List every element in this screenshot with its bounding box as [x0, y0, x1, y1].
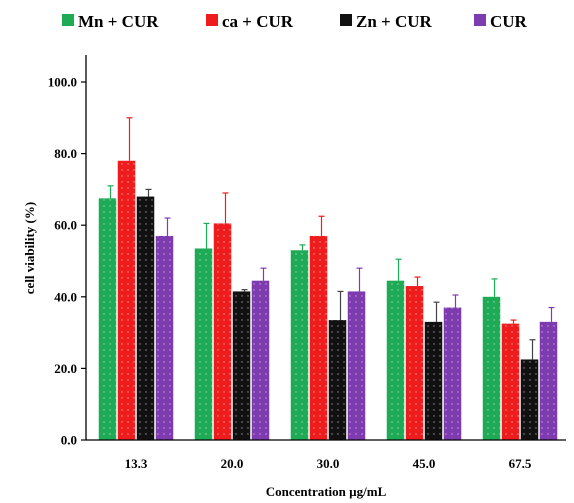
y-axis-title: cell viability (%) — [22, 202, 37, 294]
legend-label-0: Mn + CUR — [78, 12, 159, 31]
legend-label-3: CUR — [490, 12, 528, 31]
legend-label-2: Zn + CUR — [356, 12, 433, 31]
x-tick-label: 45.0 — [413, 456, 436, 471]
y-ticks: 0.0 20.0 40.0 60.0 80.0 100.0 — [48, 75, 86, 448]
bar-texture — [232, 291, 251, 440]
x-tick-label: 13.3 — [125, 456, 148, 471]
bar-texture — [539, 321, 558, 440]
legend-swatch-0 — [62, 14, 74, 26]
legend-swatch-3 — [474, 14, 486, 26]
bar-texture — [482, 296, 501, 440]
bar-texture — [405, 286, 424, 440]
bar-texture — [213, 223, 232, 440]
legend-swatch-2 — [340, 14, 352, 26]
bar-texture — [443, 307, 462, 440]
bar-texture — [520, 359, 539, 440]
bar-texture — [290, 250, 309, 440]
x-tick-label: 30.0 — [317, 456, 340, 471]
bar-texture — [501, 323, 520, 440]
x-tick-label: 67.5 — [509, 456, 532, 471]
bar-texture — [98, 198, 117, 440]
x-tick-label: 20.0 — [221, 456, 244, 471]
axes — [85, 55, 566, 441]
bar-texture — [194, 248, 213, 440]
y-tick-label: 20.0 — [54, 361, 77, 376]
legend-label-1: ca + CUR — [222, 12, 294, 31]
bar-texture — [328, 320, 347, 440]
legend: Mn + CUR ca + CUR Zn + CUR CUR — [62, 12, 528, 31]
x-ticks: 13.3 20.0 30.0 45.0 67.5 — [125, 456, 532, 471]
bar-texture — [117, 160, 136, 440]
bars-group — [98, 117, 558, 440]
bar-texture — [309, 235, 328, 440]
y-tick-label: 80.0 — [54, 146, 77, 161]
bar-texture — [386, 280, 405, 440]
bar-texture — [251, 280, 270, 440]
y-tick-label: 40.0 — [54, 289, 77, 304]
legend-swatch-1 — [206, 14, 218, 26]
bar-texture — [424, 321, 443, 440]
y-tick-label: 0.0 — [61, 433, 77, 448]
bar-texture — [155, 235, 174, 440]
x-axis-title: Concentration µg/mL — [266, 484, 387, 499]
bar-texture — [136, 196, 155, 440]
bar-texture — [347, 291, 366, 440]
y-tick-label: 60.0 — [54, 218, 77, 233]
y-tick-label: 100.0 — [48, 75, 77, 90]
